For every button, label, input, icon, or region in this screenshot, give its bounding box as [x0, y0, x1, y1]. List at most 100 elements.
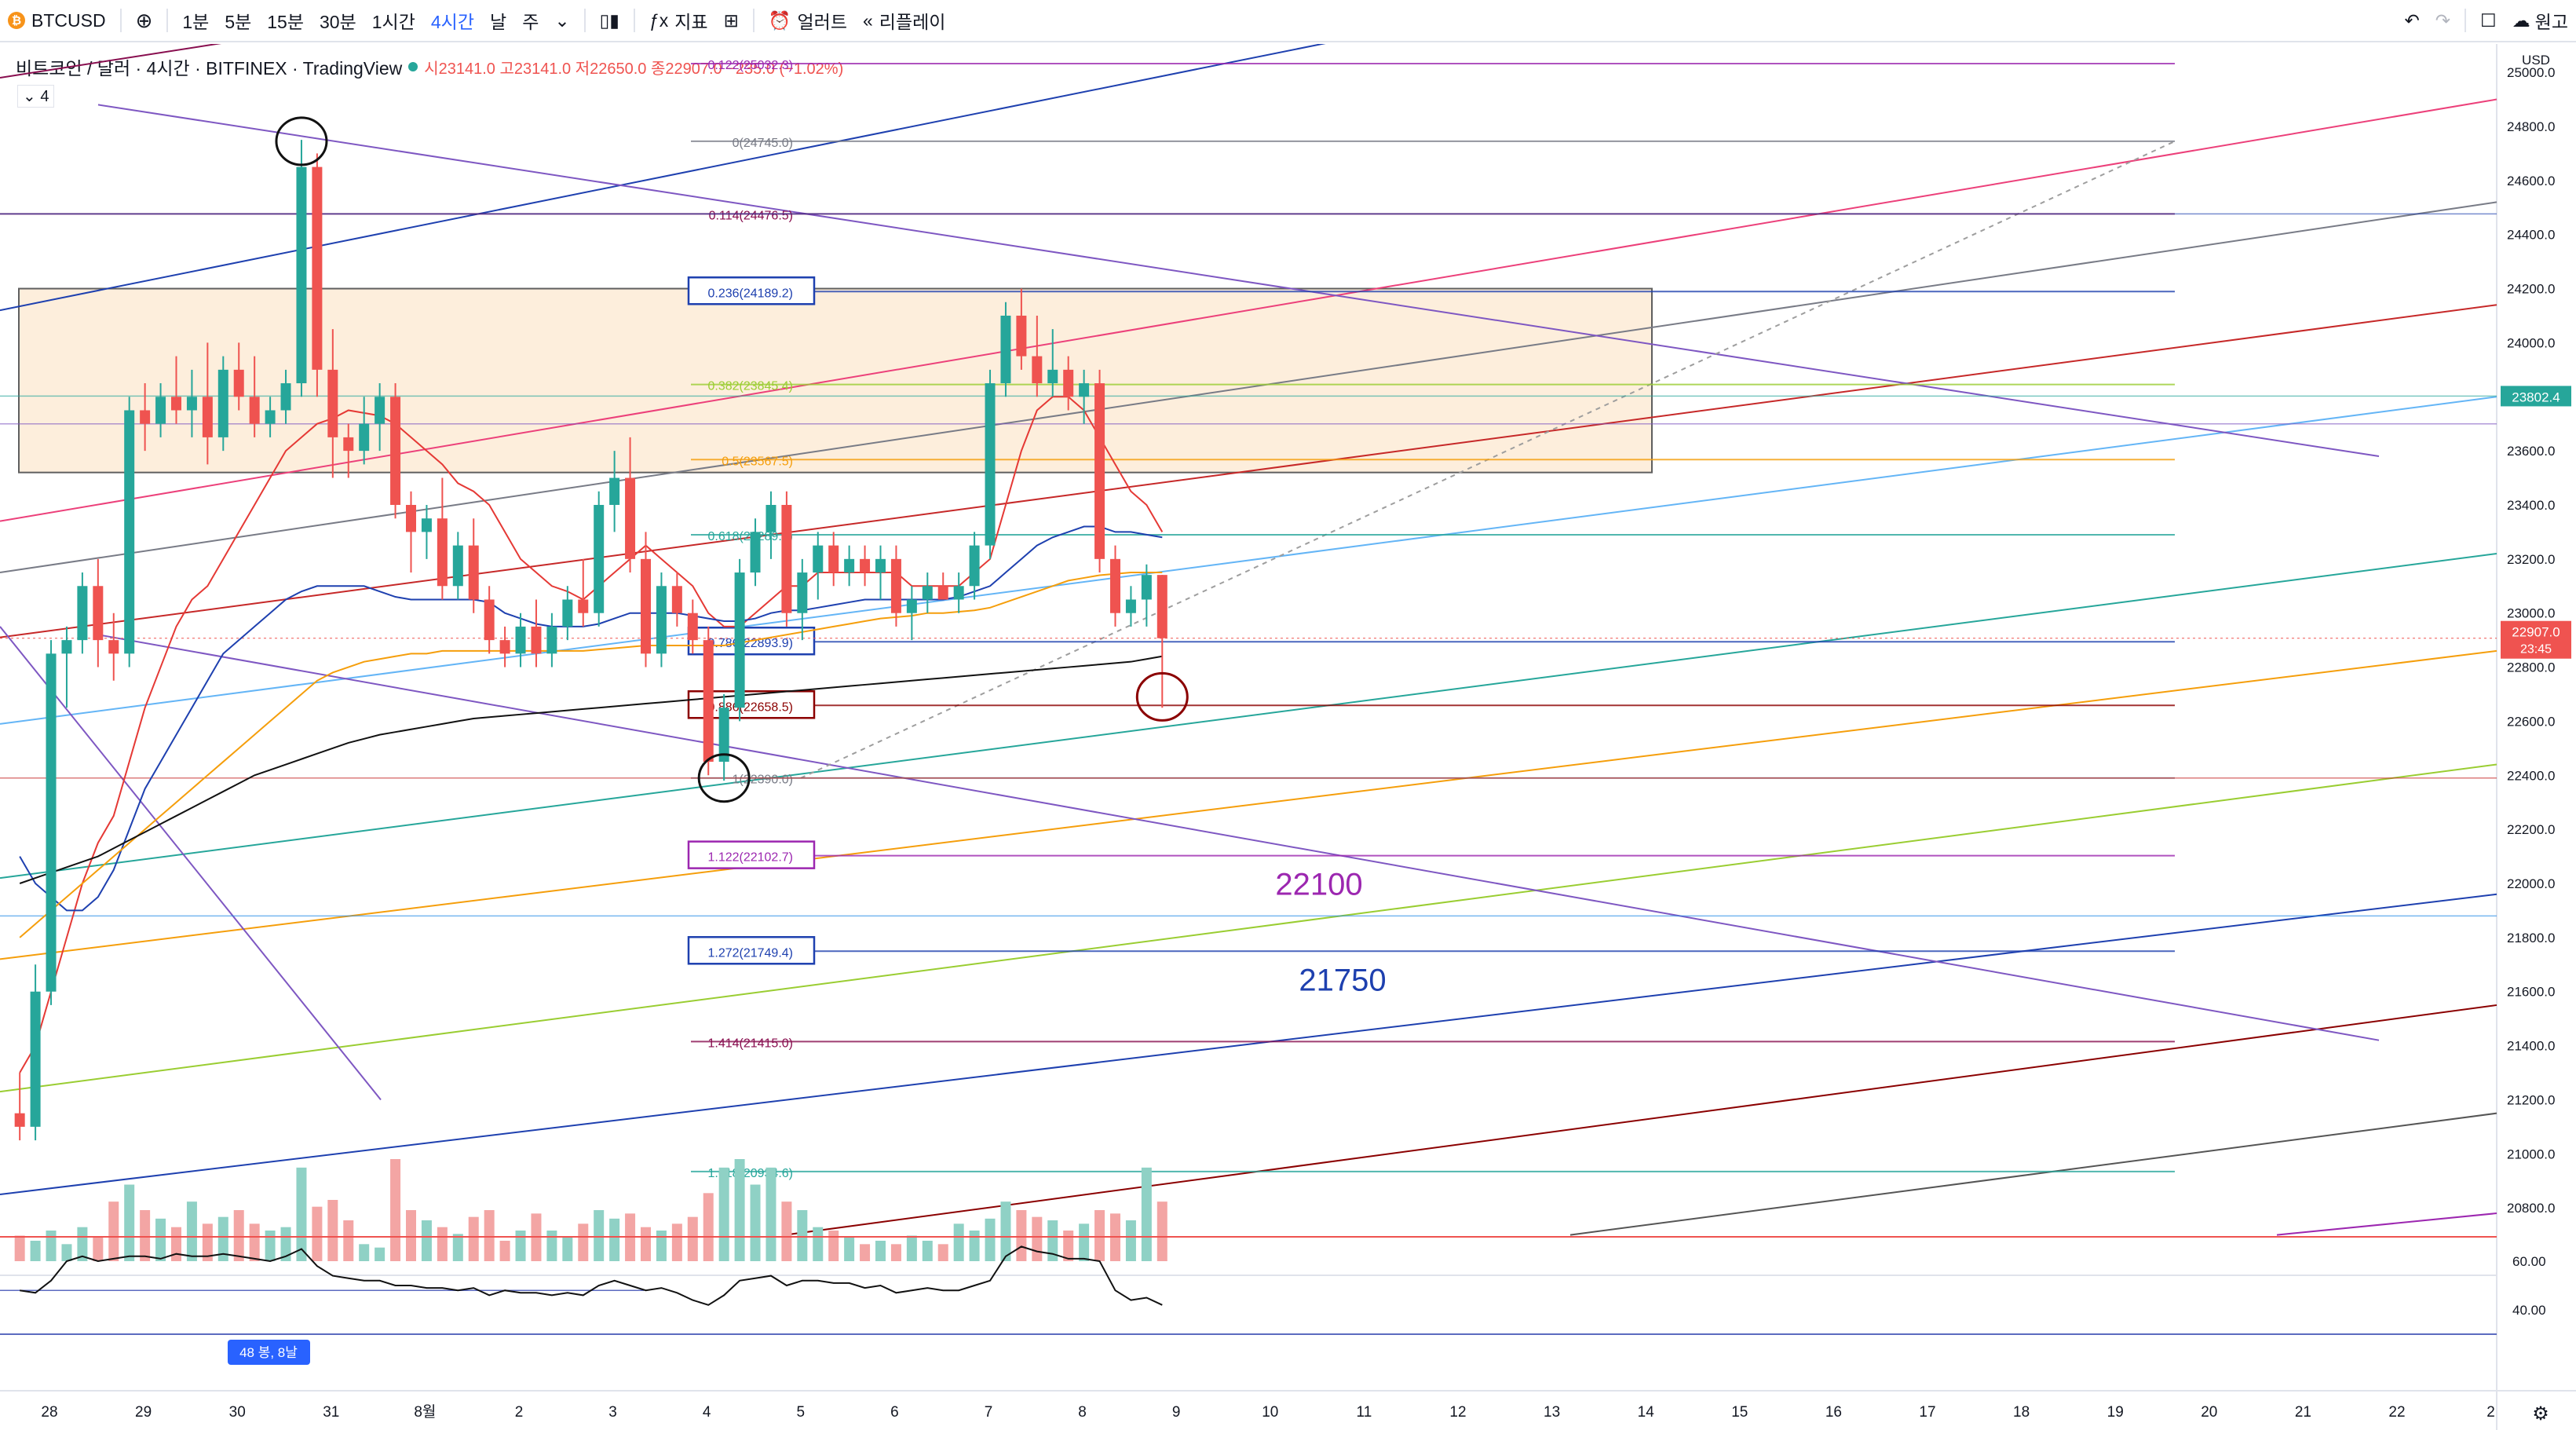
- trendline-orange[interactable]: [0, 649, 2497, 960]
- trendline-red[interactable]: [0, 304, 2497, 638]
- interval-week[interactable]: 주: [522, 12, 539, 32]
- candle-body: [1141, 575, 1152, 600]
- price-tick-label: 22600.0: [2507, 714, 2555, 729]
- interval-4h[interactable]: 4시간: [430, 12, 475, 32]
- interval-5m[interactable]: 5분: [225, 12, 252, 32]
- volume-bar: [140, 1210, 151, 1261]
- time-tick-label: 10: [1262, 1404, 1278, 1421]
- volume-bar: [860, 1244, 871, 1261]
- chart-type-button[interactable]: ▯▮: [592, 0, 627, 42]
- add-symbol-button[interactable]: ⊕: [128, 0, 161, 42]
- candle-body: [343, 437, 354, 452]
- fib-label-box: [687, 276, 816, 305]
- candle-body: [656, 586, 667, 654]
- candle-body: [233, 369, 244, 397]
- interval-dropdown[interactable]: ⌄: [546, 0, 577, 42]
- volume-bar: [844, 1237, 855, 1261]
- price-chart[interactable]: 0.122(25032.3) 0(24745.0) 0.114(24476.5) 0.…: [0, 44, 2576, 1430]
- fib-level-label: 0.5(23567.5): [722, 455, 793, 468]
- indicator-toggle[interactable]: ⌄ 4: [17, 85, 55, 108]
- layout-button[interactable]: ⊞: [716, 0, 747, 42]
- bitcoin-icon: ₿: [8, 12, 25, 29]
- trendline-purple-upper[interactable]: [97, 104, 2380, 457]
- volume-bar: [609, 1218, 620, 1261]
- volume-bar: [171, 1227, 181, 1261]
- price-tick-label: 24800.0: [2507, 119, 2555, 134]
- price-tick-label: 24400.0: [2507, 228, 2555, 243]
- trendline-maroon-top[interactable]: [0, 44, 1005, 79]
- current-price-text: 22907.0: [2512, 625, 2560, 640]
- countdown-text: 23:45: [2520, 643, 2552, 656]
- interval-30m[interactable]: 30분: [320, 12, 356, 32]
- candle-body: [578, 599, 589, 613]
- replay-label: 리플레이: [879, 12, 946, 32]
- undo-button[interactable]: ↶: [2396, 0, 2427, 42]
- price-tick-label: 21400.0: [2507, 1039, 2555, 1054]
- interval-day[interactable]: 날: [490, 12, 507, 32]
- price-tick-label: 22400.0: [2507, 768, 2555, 783]
- indicators-button[interactable]: ƒx 지표: [641, 0, 716, 42]
- trendline-darkred[interactable]: [784, 1004, 2497, 1236]
- highlight-circle[interactable]: [697, 753, 751, 803]
- volume-bar: [718, 1167, 729, 1261]
- candle-body: [546, 626, 557, 654]
- candle-body: [781, 504, 792, 613]
- volume-bar: [578, 1223, 589, 1261]
- candle-body: [515, 626, 526, 654]
- cloud-button[interactable]: ☁ 원고: [2505, 0, 2576, 42]
- symbol-selector[interactable]: ₿ BTCUSD: [0, 0, 114, 42]
- divider: [119, 9, 122, 32]
- trendline-lightgreen[interactable]: [0, 763, 2497, 1093]
- trendline-darkgray[interactable]: [1569, 1112, 2497, 1236]
- indicator-count: 4: [40, 88, 49, 105]
- candle-body: [265, 410, 276, 424]
- price-tick-label: 21000.0: [2507, 1147, 2555, 1161]
- chart-legend: 비트코인 / 달러 · 4시간 · BITFINEX · TradingView…: [16, 53, 843, 80]
- trendline-purple-lower[interactable]: [97, 634, 2380, 1041]
- replay-button[interactable]: « 리플레이: [855, 0, 953, 42]
- interval-15m[interactable]: 15분: [267, 12, 305, 32]
- alert-button[interactable]: ⏰ 얼러트: [761, 0, 855, 42]
- candle-body: [124, 410, 135, 654]
- settings-icon: ⚙: [2532, 1403, 2549, 1425]
- fullscreen-button[interactable]: ☐: [2472, 0, 2505, 42]
- interval-1h[interactable]: 1시간: [371, 12, 415, 32]
- candle-body: [202, 397, 213, 437]
- trendline-purple-bottom[interactable]: [2276, 1212, 2497, 1236]
- candle-body: [1094, 383, 1105, 559]
- trendline-pink[interactable]: [0, 98, 2497, 522]
- fib-level-label: 1.122(22102.7): [707, 851, 793, 865]
- interval-1m[interactable]: 1분: [182, 12, 210, 32]
- volume-bar: [296, 1167, 307, 1261]
- volume-bar: [734, 1159, 745, 1261]
- rsi-tick-label: 40.00: [2512, 1303, 2546, 1318]
- candle-body: [844, 558, 855, 573]
- volume-bar: [953, 1223, 964, 1261]
- price-tick-label: 23600.0: [2507, 444, 2555, 459]
- indicators-label: 지표: [674, 12, 708, 32]
- fib-level-label: 0.122(25032.3): [707, 59, 793, 72]
- undo-icon: ↶: [2404, 9, 2420, 31]
- candle-body: [14, 1113, 25, 1127]
- time-tick-label: 31: [323, 1404, 339, 1421]
- trendline-purple-steep[interactable]: [0, 626, 382, 1101]
- right-label: 원고: [2534, 12, 2568, 32]
- candle-body: [406, 504, 416, 532]
- volume-bar: [217, 1216, 228, 1261]
- time-tick-label: 4: [703, 1404, 711, 1421]
- candle-body: [1110, 558, 1120, 613]
- candle-body: [953, 586, 964, 600]
- cloud-icon: ☁: [2512, 9, 2530, 31]
- volume-bar: [124, 1184, 135, 1261]
- trendline-blue-upper[interactable]: [0, 44, 1986, 312]
- trendline-teal[interactable]: [0, 552, 2497, 880]
- volume-bar: [985, 1218, 996, 1261]
- highlight-circle[interactable]: [1135, 671, 1189, 722]
- trendline-lightblue[interactable]: [0, 396, 2497, 725]
- trendline-blue-lower[interactable]: [0, 893, 2497, 1195]
- highlight-circle[interactable]: [275, 116, 328, 166]
- rsi-tick-label: 60.00: [2512, 1254, 2546, 1269]
- redo-button[interactable]: ↷: [2428, 0, 2458, 42]
- volume-bar: [765, 1167, 776, 1261]
- candle-body: [687, 613, 698, 641]
